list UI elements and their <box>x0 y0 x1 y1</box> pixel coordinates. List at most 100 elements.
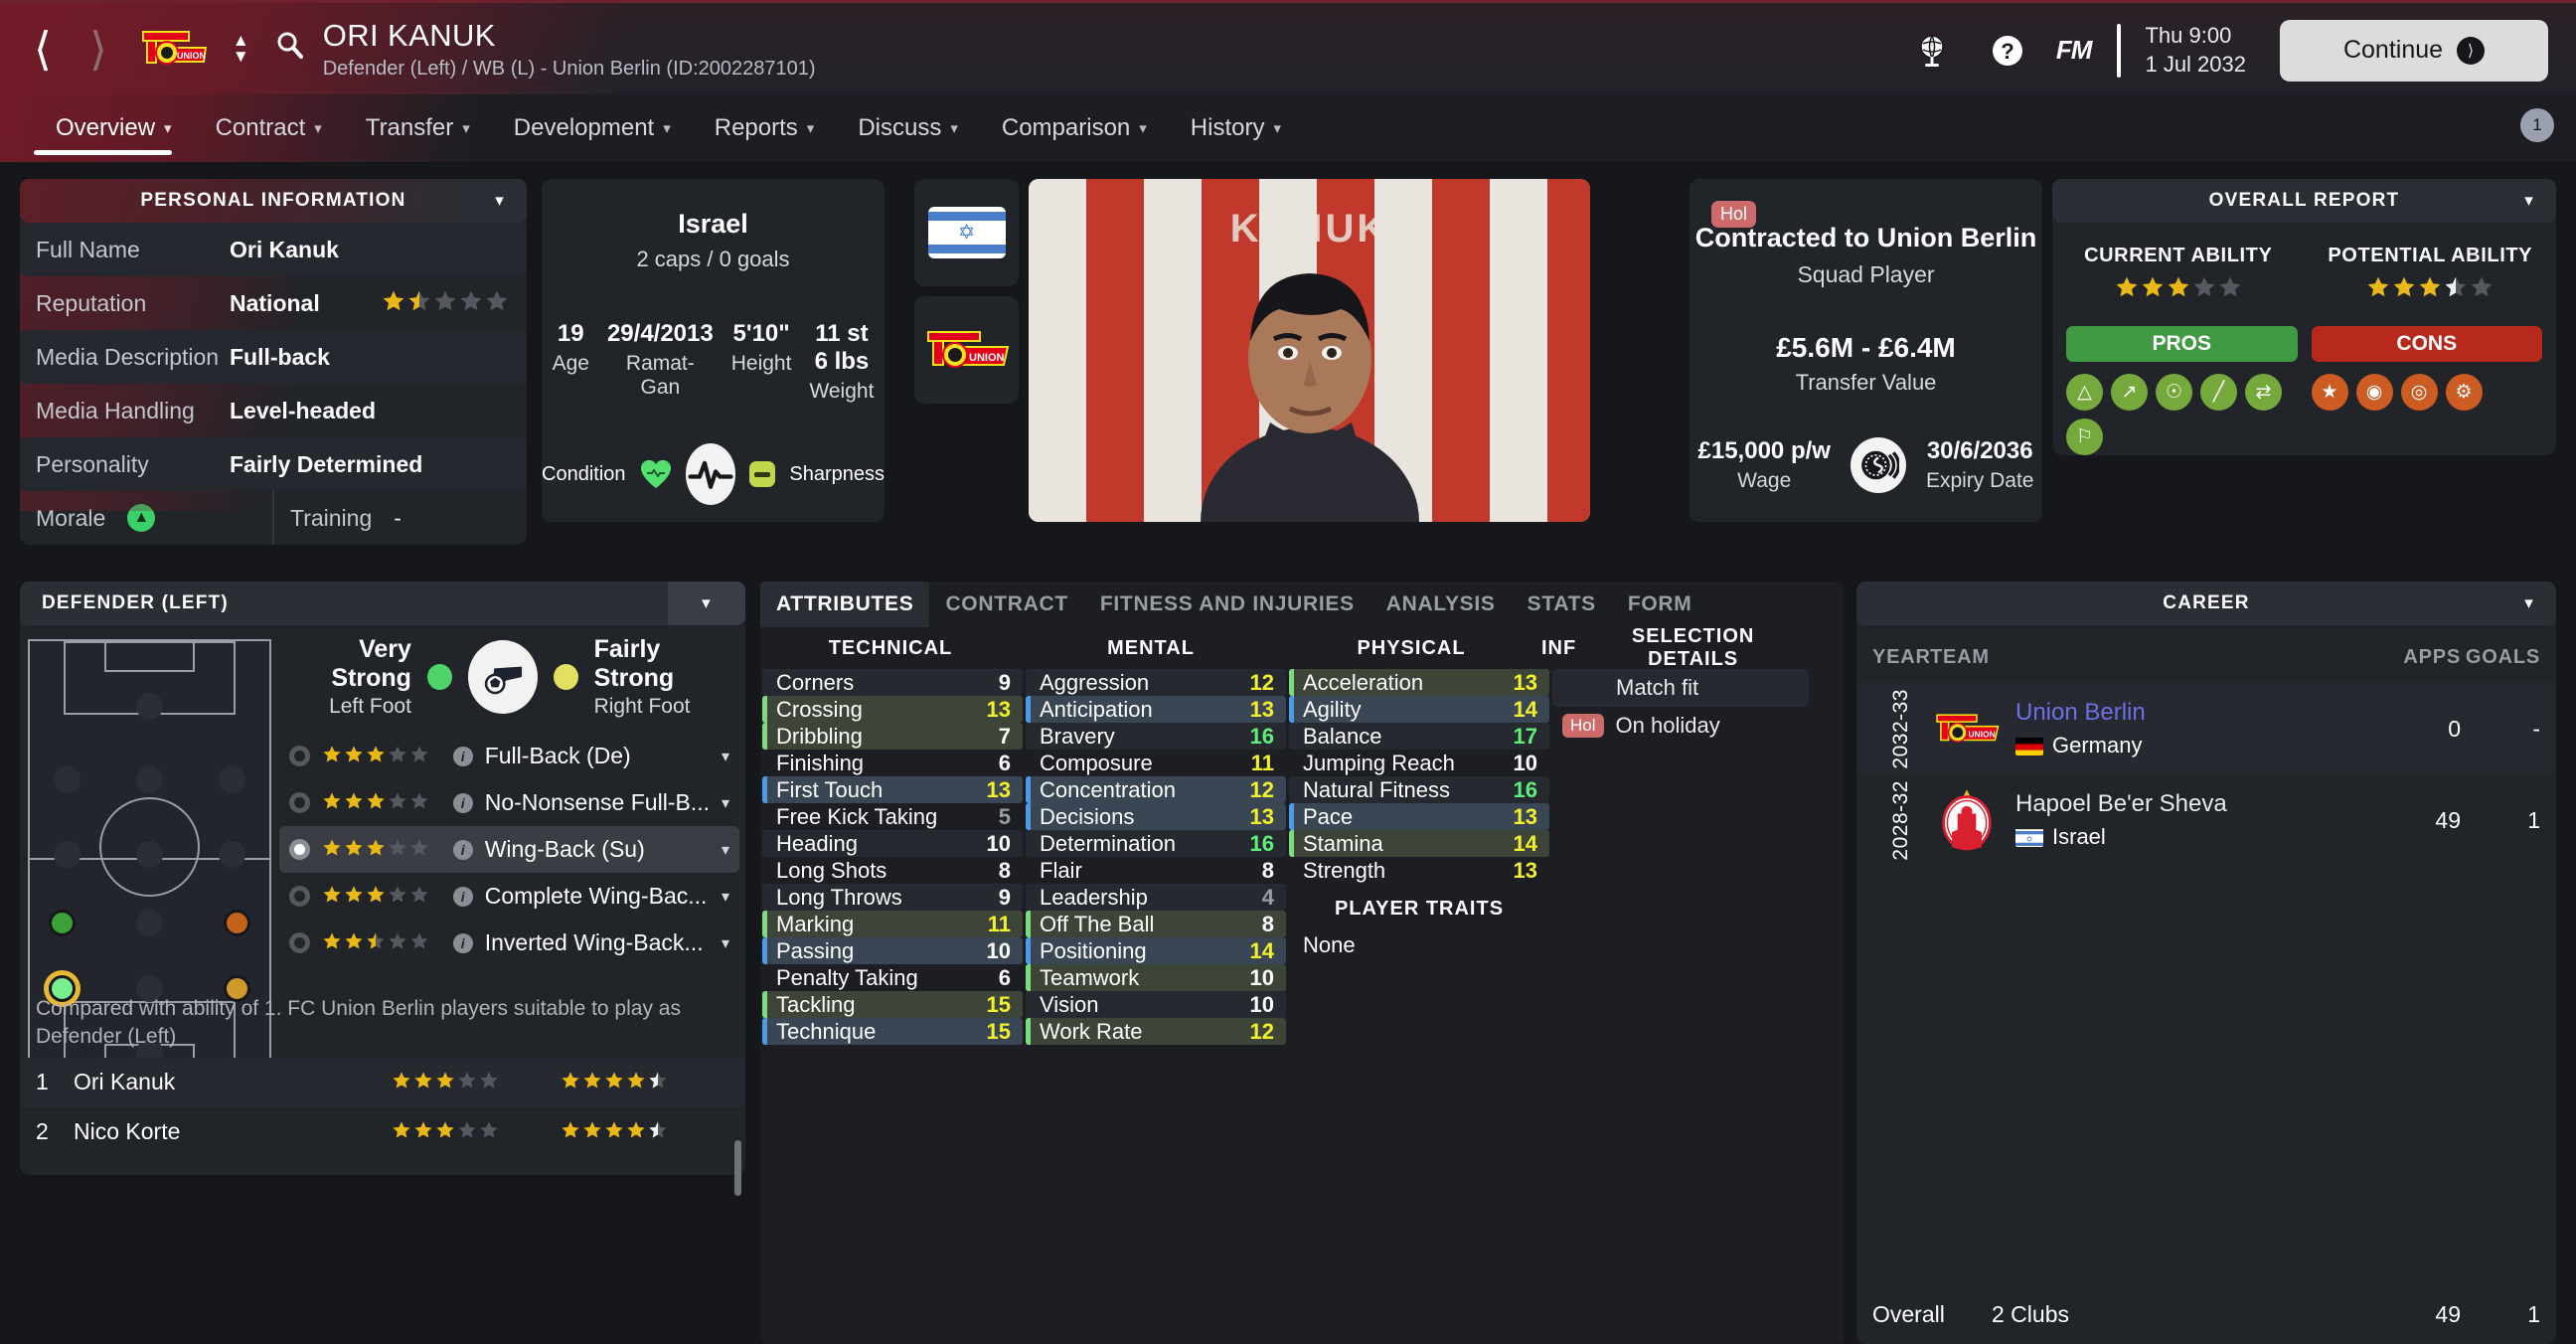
header-year[interactable]: YEAR <box>1872 645 1931 668</box>
position-panel-header[interactable]: DEFENDER (LEFT) ▾ <box>20 582 745 625</box>
tab-transfer[interactable]: Transfer ▾ <box>344 94 492 162</box>
role-row-full-back-de[interactable]: i Full-Back (De) ▾ <box>279 733 739 779</box>
header-team[interactable]: TEAM <box>1930 645 1990 668</box>
help-icon[interactable]: ? <box>1981 24 2034 78</box>
tab-discuss[interactable]: Discuss ▾ <box>836 94 980 162</box>
crosshair-cone-icon[interactable]: ◎ <box>2400 374 2438 411</box>
attribute-focus-bar <box>1289 803 1294 830</box>
radio-icon[interactable] <box>288 792 310 813</box>
comparison-row-2[interactable]: 2 Nico Korte <box>20 1107 745 1157</box>
bandage-icon[interactable]: ╱ <box>2200 374 2237 411</box>
club-badge-card[interactable]: UNION <box>914 296 1019 404</box>
target-icon[interactable]: ◉ <box>2355 374 2393 411</box>
pitch-slot-right-back[interactable] <box>223 974 250 1002</box>
cons-button[interactable]: CONS <box>2311 326 2542 362</box>
header-goals[interactable]: GOALS <box>2465 645 2540 668</box>
attribute-name: Aggression <box>1040 669 1150 695</box>
tab-reports[interactable]: Reports ▾ <box>693 94 837 162</box>
info-icon[interactable]: i <box>452 839 473 860</box>
chevron-down-icon[interactable]: ▾ <box>2524 593 2534 612</box>
chevron-down-icon[interactable]: ▾ <box>721 748 729 765</box>
arrows-two-icon[interactable]: ⇄ <box>2245 374 2282 411</box>
tab-contract-sub[interactable]: CONTRACT <box>945 592 1068 615</box>
player-bio-card: Israel 2 caps / 0 goals 19 Age 29/4/2013… <box>542 179 885 522</box>
personal-information-header[interactable]: PERSONAL INFORMATION ▾ <box>20 179 527 223</box>
career-team-link[interactable]: Union Berlin <box>2015 699 2146 726</box>
radio-icon[interactable] <box>288 886 310 907</box>
trend-up-icon[interactable]: ↗ <box>2111 374 2148 411</box>
attribute-value: 10 <box>986 937 1011 963</box>
chevron-down-icon[interactable]: ▾ <box>495 191 505 210</box>
chevron-down-icon[interactable]: ▾ <box>721 794 729 812</box>
info-icon[interactable]: i <box>452 792 473 813</box>
chevron-down-icon[interactable]: ▾ <box>721 841 729 859</box>
radio-icon-selected[interactable] <box>288 839 310 860</box>
attribute-row: Strength 13 <box>1289 857 1549 884</box>
role-row-wing-back-su[interactable]: i Wing-Back (Su) ▾ <box>278 826 739 873</box>
tab-attributes[interactable]: ATTRIBUTES <box>760 582 930 627</box>
tab-history[interactable]: History ▾ <box>1169 94 1303 162</box>
attribute-row: Long Throws 9 <box>762 884 1023 911</box>
attribute-focus-bar <box>1026 803 1031 830</box>
header-apps[interactable]: APPS <box>2403 645 2461 668</box>
overall-report-header[interactable]: OVERALL REPORT ▾ <box>2052 179 2556 223</box>
attribute-value: 13 <box>1249 803 1274 829</box>
tab-contract[interactable]: Contract ▾ <box>194 94 344 162</box>
kite-shield-icon[interactable]: △ <box>2066 374 2103 411</box>
chevron-down-icon[interactable]: ▾ <box>2524 191 2534 210</box>
info-icon[interactable]: i <box>452 932 473 953</box>
section-tab-bar: Overview ▾ Contract ▾ Transfer ▾ Developmen… <box>0 94 2576 162</box>
radio-icon[interactable] <box>288 746 310 766</box>
career-team-label[interactable]: Hapoel Be'er Sheva <box>2015 790 2227 817</box>
comparison-scrollbar[interactable] <box>734 1140 741 1196</box>
tab-form[interactable]: FORM <box>1627 592 1692 615</box>
attribute-focus-bar <box>762 1018 767 1045</box>
back-icon[interactable]: ⟨ <box>34 23 52 75</box>
flag-icon[interactable]: ⚐ <box>2066 419 2103 455</box>
tab-comparison[interactable]: Comparison ▾ <box>980 94 1169 162</box>
player-stepper[interactable]: ▲ ▼ <box>232 31 249 66</box>
club-crest-icon[interactable]: UNION <box>139 26 211 72</box>
pitch-slot-selected-defender-left[interactable] <box>49 974 77 1002</box>
transfer-value-label: Transfer Value <box>1795 370 1937 395</box>
table-row[interactable]: 2028-32 Hapoel Be'er Sheva <box>1856 774 2556 866</box>
star-icon <box>409 791 429 810</box>
notification-badge[interactable]: 1 <box>2520 108 2554 142</box>
role-list: Very Strong Left Foot <box>278 625 745 983</box>
potential-ability-stars <box>561 1069 729 1095</box>
star-icon <box>433 289 457 312</box>
pitch-diagram[interactable] <box>27 639 271 1077</box>
tab-analysis[interactable]: ANALYSIS <box>1385 592 1496 615</box>
role-stars <box>322 929 441 956</box>
pros-button[interactable]: PROS <box>2066 326 2298 362</box>
star-icon <box>322 838 342 857</box>
tab-stats[interactable]: STATS <box>1527 592 1596 615</box>
tab-overview[interactable]: Overview ▾ <box>34 94 194 162</box>
globe-icon[interactable] <box>1905 24 1959 78</box>
head-brain-icon[interactable]: ☉ <box>2156 374 2192 411</box>
chevron-down-icon[interactable]: ▾ <box>721 888 729 906</box>
career-panel-header[interactable]: CAREER ▾ <box>1856 582 2556 625</box>
table-row[interactable]: 2032-33 UNION Union Berlin <box>1856 683 2556 774</box>
continue-button[interactable]: Continue ⟩ <box>2280 19 2548 82</box>
radio-icon[interactable] <box>288 932 310 953</box>
info-icon[interactable]: i <box>452 886 473 907</box>
comparison-row-1[interactable]: 1 Ori Kanuk <box>20 1057 745 1107</box>
flask-icon[interactable]: ⚙ <box>2445 374 2483 411</box>
pitch-slot-right-mid[interactable] <box>223 910 250 937</box>
tab-development[interactable]: Development ▾ <box>492 94 693 162</box>
personal-information-panel: PERSONAL INFORMATION ▾ Full Name Ori Kan… <box>20 179 527 545</box>
forward-icon[interactable]: ⟩ <box>88 23 107 75</box>
chevron-down-icon[interactable]: ▼ <box>232 47 249 66</box>
pitch-slot-left-mid[interactable] <box>49 910 77 937</box>
role-row-complete-wing-back[interactable]: i Complete Wing-Bac... ▾ <box>279 873 739 920</box>
role-row-no-nonsense-full-back[interactable]: i No-Nonsense Full-B... ▾ <box>279 779 739 826</box>
chevron-down-icon[interactable]: ▾ <box>721 934 729 952</box>
tab-fitness-and-injuries[interactable]: FITNESS AND INJURIES <box>1099 592 1355 615</box>
info-icon[interactable]: i <box>452 746 473 766</box>
role-row-inverted-wing-back[interactable]: i Inverted Wing-Back... ▾ <box>279 920 739 966</box>
chevron-down-icon[interactable]: ▾ <box>668 582 745 625</box>
search-icon[interactable] <box>273 29 307 69</box>
chevron-up-icon[interactable]: ▲ <box>232 31 249 50</box>
star-icon[interactable]: ★ <box>2311 374 2348 411</box>
